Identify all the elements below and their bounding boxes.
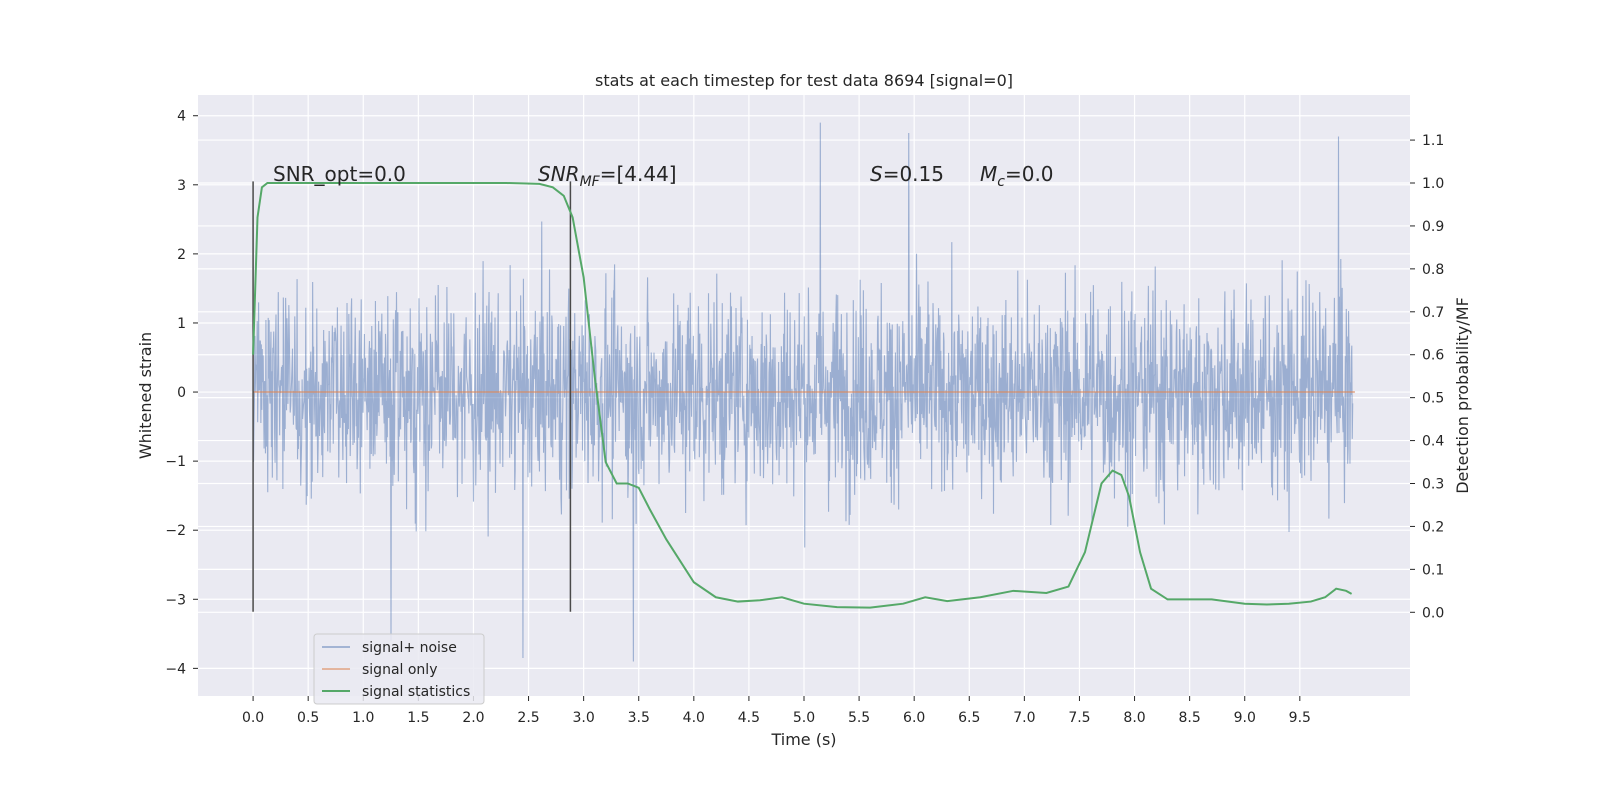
legend-box [313, 633, 485, 705]
legend-label-signal-statistics: signal statistics [362, 684, 470, 700]
y-axis-right-label: Detection probability/MF [1453, 297, 1472, 494]
y-right-tick-label: 0.5 [1422, 391, 1444, 407]
y-right-tick-label: 0.7 [1422, 305, 1444, 321]
y-tick-label: 2 [177, 247, 186, 263]
legend: signal+ noise signal only signal statist… [313, 633, 485, 705]
x-tick-label: 1.5 [407, 710, 429, 726]
x-tick-label: 0.5 [297, 710, 319, 726]
x-tick-label: 8.5 [1179, 710, 1201, 726]
x-axis-label: Time (s) [770, 730, 836, 749]
x-tick-label: 9.5 [1289, 710, 1311, 726]
x-tick-label: 3.0 [573, 710, 595, 726]
y-right-tick-label: 0.2 [1422, 519, 1444, 535]
y-tick-label: 4 [177, 109, 186, 125]
s-value: =0.15 [883, 162, 944, 186]
mc-symbol: M [980, 162, 997, 186]
x-tick-label: 5.0 [793, 710, 815, 726]
marker-lines [252, 181, 572, 612]
x-tick-label: 9.0 [1234, 710, 1256, 726]
y-right-tick-label: 0.9 [1422, 219, 1444, 235]
annotation-snr-mf: SNRMF=[4.44] [538, 162, 677, 190]
x-tick-label: 4.0 [683, 710, 705, 726]
x-tick-label: 4.5 [738, 710, 760, 726]
x-tick-label: 7.0 [1013, 710, 1035, 726]
y-tick-label: −4 [165, 661, 186, 677]
y-axis-label: Whitened strain [136, 332, 155, 459]
signal-noise-series [252, 122, 1354, 662]
signal-statistics-line [252, 182, 1353, 609]
x-tick-label: 2.0 [462, 710, 484, 726]
y-tick-label: 3 [177, 178, 186, 194]
x-tick-label: 0.0 [242, 710, 264, 726]
y-tick-label: 0 [177, 385, 186, 401]
annotation-mc: Mc=0.0 [980, 162, 1054, 190]
signal-noise-line [252, 122, 1354, 662]
mc-subscript: c [997, 174, 1005, 190]
y-right-tick-label: 0.1 [1422, 562, 1444, 578]
x-tick-label: 1.0 [352, 710, 374, 726]
x-tick-label: 6.5 [958, 710, 980, 726]
legend-label-signal-only: signal only [362, 662, 437, 678]
x-tick-label: 8.0 [1123, 710, 1145, 726]
chart-title: stats at each timestep for test data 869… [595, 71, 1013, 90]
legend-label-signal-noise: signal+ noise [362, 640, 457, 656]
x-tick-label: 2.5 [517, 710, 539, 726]
axes: 0.0 0.5 1.0 1.5 2.0 2.5 3.0 3.5 4.0 4.5 5.0 5.5 6.0 6… [165, 109, 1444, 726]
x-tick-label: 3.5 [628, 710, 650, 726]
y-right-tick-label: 0.0 [1422, 605, 1444, 621]
y-tick-label: −1 [165, 454, 186, 470]
y-right-tick-label: 1.1 [1422, 133, 1444, 149]
signal-statistics-series [252, 182, 1353, 609]
x-tick-label: 7.5 [1068, 710, 1090, 726]
y-tick-label: −2 [165, 523, 186, 539]
x-tick-label: 6.0 [903, 710, 925, 726]
x-tick-label: 5.5 [848, 710, 870, 726]
annotation-snr-opt: SNR_opt=0.0 [273, 162, 406, 186]
y-right-tick-label: 0.6 [1422, 348, 1444, 364]
s-symbol: S [870, 162, 883, 186]
snr-mf-symbol: SNR [538, 162, 580, 186]
y-right-tick-label: 0.3 [1422, 477, 1444, 493]
mc-value: =0.0 [1005, 162, 1054, 186]
y-tick-label: −3 [165, 592, 186, 608]
annotation-s: S=0.15 [870, 162, 944, 186]
y-right-tick-label: 0.4 [1422, 434, 1444, 450]
y-tick-label: 1 [177, 316, 186, 332]
y-right-tick-label: 0.8 [1422, 262, 1444, 278]
y-right-tick-label: 1.0 [1422, 176, 1444, 192]
snr-mf-value: =[4.44] [600, 162, 677, 186]
snr-mf-subscript: MF [580, 174, 601, 190]
